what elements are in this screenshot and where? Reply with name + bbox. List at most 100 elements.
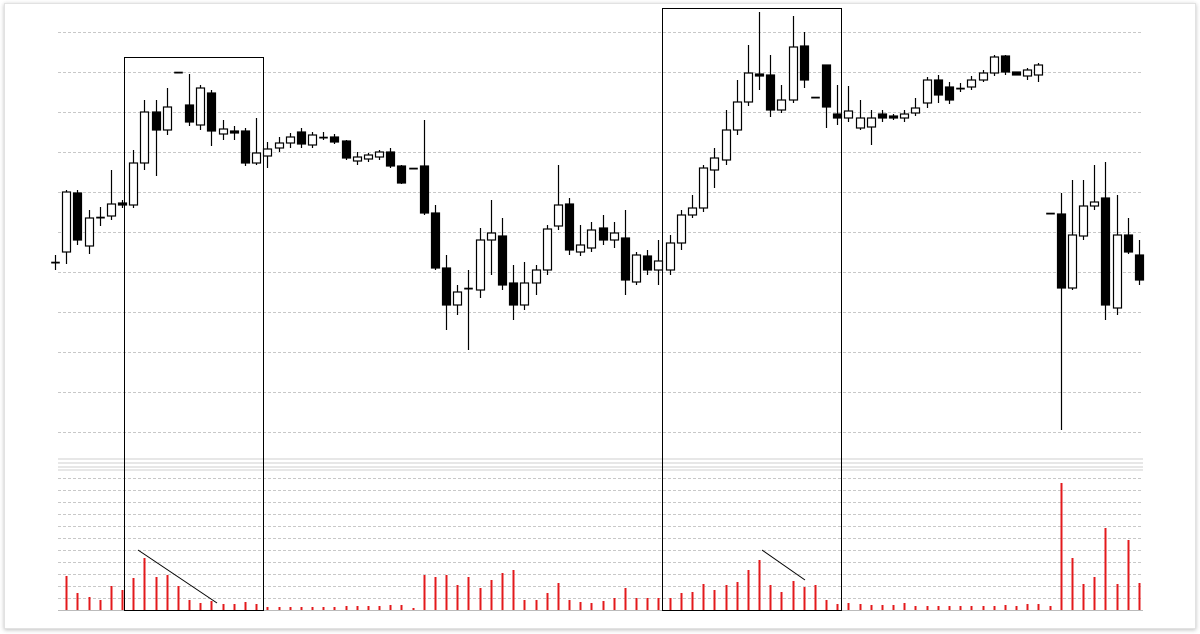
volume-bar: [691, 592, 694, 610]
volume-bar: [523, 600, 526, 610]
volume-bar: [602, 601, 605, 610]
volume-bar: [278, 607, 281, 610]
candle-body: [531, 269, 542, 284]
volume-bar: [635, 598, 638, 610]
candle-body: [978, 72, 989, 81]
candle-body: [1089, 201, 1100, 207]
volume-bar: [1138, 583, 1141, 610]
candle-body: [899, 113, 910, 119]
candle-body: [229, 130, 240, 134]
candle-body: [866, 117, 877, 128]
candle-body: [609, 232, 620, 241]
volume-bar: [1060, 483, 1063, 610]
volume-bar: [467, 577, 470, 610]
candle-body: [452, 291, 463, 306]
volume-bar: [143, 558, 146, 610]
candle-body: [709, 157, 720, 171]
candle-body: [877, 113, 888, 119]
volume-bar: [1093, 577, 1096, 610]
volume-bar: [1082, 584, 1085, 610]
candle-body: [206, 92, 217, 132]
volume-bar: [233, 604, 236, 610]
candle-body: [832, 113, 843, 119]
volume-bar: [1116, 584, 1119, 610]
candle-body: [843, 110, 854, 119]
volume-bar: [110, 586, 113, 610]
highlight-box: [662, 8, 842, 611]
volume-bar: [501, 573, 504, 610]
candle-body: [721, 129, 732, 161]
volume-bar: [1104, 528, 1107, 610]
candle-body: [195, 87, 206, 126]
volume-bar: [423, 575, 426, 610]
volume-bar: [568, 600, 571, 610]
trend-line: [137, 549, 218, 604]
volume-bar: [579, 602, 582, 610]
candle-body: [821, 64, 832, 108]
volume-bar: [1026, 604, 1029, 610]
volume-bar: [657, 598, 660, 610]
volume-bar: [769, 585, 772, 610]
volume-bar: [669, 598, 672, 610]
volume-bar: [345, 606, 348, 610]
candle-body: [419, 165, 430, 214]
volume-bar: [937, 606, 940, 610]
volume-bar: [479, 588, 482, 610]
candle-body: [519, 282, 530, 306]
volume-bar: [546, 593, 549, 610]
volume-bar: [970, 606, 973, 610]
volume-bar: [1127, 540, 1130, 610]
volume-bar: [959, 606, 962, 610]
candle-body: [251, 152, 262, 164]
volume-bar: [210, 601, 213, 610]
candle-body: [240, 130, 251, 164]
volume-bar: [166, 575, 169, 610]
candle-body: [653, 260, 664, 271]
candle-body: [698, 167, 709, 209]
candle-body: [598, 227, 609, 241]
candle-body: [184, 104, 195, 123]
candle-body: [352, 156, 363, 162]
marks: [51, 12, 1145, 610]
volume-bar: [1049, 606, 1052, 610]
volume-bar: [1071, 558, 1074, 610]
candle-body: [620, 237, 631, 281]
candle-body: [409, 167, 418, 170]
candle-body: [1123, 234, 1134, 253]
candle-body: [61, 191, 72, 253]
volume-bar: [266, 607, 269, 610]
candle-body: [933, 79, 944, 96]
volume-bar: [322, 607, 325, 610]
volume-bar: [367, 606, 370, 610]
volume-bar: [132, 578, 135, 610]
candle-body: [441, 267, 452, 306]
volume-bar: [903, 603, 906, 610]
candle-body: [51, 261, 60, 264]
candle-body: [575, 244, 586, 253]
candle-body: [888, 115, 899, 119]
candle-body: [1000, 55, 1011, 73]
candle-body: [285, 136, 296, 144]
candle-body: [497, 235, 508, 286]
candle-body: [989, 56, 1000, 74]
candle-body: [464, 287, 473, 290]
volume-bar: [713, 590, 716, 610]
volume-bar: [557, 583, 560, 610]
candle-body: [128, 162, 139, 206]
candle-body: [1078, 205, 1089, 237]
volume-bar: [590, 603, 593, 610]
candle-body: [1011, 71, 1022, 76]
volume-bar: [736, 582, 739, 610]
candle-body: [329, 136, 340, 143]
volume-bar: [646, 598, 649, 610]
candle-body: [799, 45, 810, 81]
volume-bar: [65, 576, 68, 610]
candle-body: [754, 73, 765, 77]
candle-body: [296, 131, 307, 145]
candle-body: [910, 107, 921, 114]
highlight-box: [124, 57, 264, 611]
volume-bar: [1015, 606, 1018, 610]
volume-bar: [244, 602, 247, 610]
candle-body: [475, 239, 486, 291]
